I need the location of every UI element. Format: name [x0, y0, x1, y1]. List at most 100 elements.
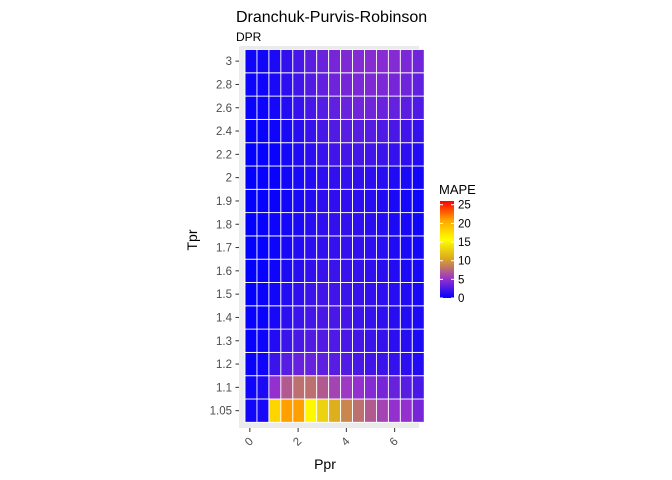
heatmap-tile — [268, 305, 282, 330]
heatmap-tile — [399, 188, 413, 214]
legend-tick-label: 0 — [458, 293, 464, 305]
legend-tick-label: 5 — [458, 274, 464, 286]
heatmap-tile — [352, 212, 365, 237]
heatmap-tile — [376, 72, 389, 97]
heatmap-tile — [399, 142, 413, 167]
heatmap-tile — [256, 328, 270, 353]
heatmap-tile — [268, 258, 282, 283]
heatmap-tile — [328, 118, 342, 144]
y-tick-label: 2.6 — [216, 103, 232, 115]
heatmap-tile — [328, 328, 342, 353]
heatmap-tile — [399, 398, 413, 423]
heatmap-tile — [268, 118, 282, 144]
heatmap-tile — [340, 235, 354, 260]
heatmap-tile — [256, 351, 270, 377]
heatmap-tile — [364, 118, 377, 144]
heatmap-tile — [268, 398, 282, 423]
heatmap-tile — [340, 72, 354, 97]
heatmap-tile — [376, 235, 389, 260]
heatmap-tile — [387, 235, 401, 260]
heatmap-tile — [411, 118, 425, 144]
y-axis: 1.05 1.1 1.2 1.3 1.4 1.5 1.6 1.7 1.8 1.9 2 2.2 2.4 2.… — [210, 56, 239, 418]
heatmap-tile — [411, 165, 425, 190]
heatmap-tile — [268, 49, 282, 74]
heatmap-tile — [304, 49, 318, 74]
heatmap-tile — [340, 49, 354, 74]
y-tick-label: 2.8 — [216, 79, 232, 91]
chart-title: Dranchuk-Purvis-Robinson — [236, 9, 427, 26]
heatmap-tile — [352, 375, 365, 400]
x-tick-label: 0 — [243, 436, 256, 449]
heatmap-tile — [304, 235, 318, 260]
heatmap-tile — [292, 72, 306, 97]
y-tick-label: 1.05 — [210, 406, 232, 418]
y-tick-label: 1.8 — [216, 219, 232, 231]
heatmap-tile — [280, 328, 294, 353]
heatmap-tile — [280, 398, 294, 423]
heatmap-tile — [411, 398, 425, 423]
heatmap-tile — [292, 49, 306, 74]
heatmap-tile — [280, 351, 294, 377]
heatmap-tile — [316, 188, 330, 214]
x-tick-label: 2 — [291, 436, 304, 449]
heatmap-tile — [244, 49, 258, 74]
heatmap-tile — [292, 212, 306, 237]
heatmap-tile — [411, 188, 425, 214]
heatmap-tile — [316, 49, 330, 74]
heatmap-tile — [280, 305, 294, 330]
heatmap-tile — [244, 212, 258, 237]
heatmap-tile — [304, 258, 318, 283]
heatmap-tile — [316, 398, 330, 423]
y-tick-label: 1.1 — [216, 382, 232, 394]
legend-tick-label: 15 — [458, 237, 471, 249]
legend-tick-label: 25 — [458, 200, 471, 212]
heatmap-tile — [244, 398, 258, 423]
legend-title: MAPE — [439, 182, 476, 197]
heatmap-tile — [292, 188, 306, 214]
heatmap-tile — [268, 188, 282, 214]
legend-ticks: 0 5 10 15 20 25 — [440, 200, 471, 305]
heatmap-tile — [292, 375, 306, 400]
heatmap-tile — [352, 328, 365, 353]
heatmap-tile — [399, 328, 413, 353]
heatmap-tile — [280, 375, 294, 400]
heatmap-tile — [399, 95, 413, 120]
heatmap-tile — [280, 95, 294, 120]
heatmap-tile — [411, 142, 425, 167]
heatmap-tile — [256, 212, 270, 237]
heatmap-tile — [280, 212, 294, 237]
heatmap-tile — [328, 95, 342, 120]
heatmap-tile — [280, 258, 294, 283]
heatmap-tile — [292, 351, 306, 377]
heatmap-tile — [376, 142, 389, 167]
heatmap-tile — [387, 165, 401, 190]
heatmap-tile — [399, 118, 413, 144]
y-tick-label: 2 — [226, 173, 232, 185]
heatmap-tile — [292, 165, 306, 190]
heatmap-tile — [244, 142, 258, 167]
heatmap-tile — [399, 212, 413, 237]
heatmap-tile — [376, 258, 389, 283]
heatmap-tile — [376, 282, 389, 307]
heatmap-tile — [399, 305, 413, 330]
heatmap-tile — [411, 258, 425, 283]
heatmap-tile — [244, 72, 258, 97]
heatmap-tile — [340, 305, 354, 330]
heatmap-tile — [387, 351, 401, 377]
heatmap-tile — [304, 118, 318, 144]
heatmap-tile — [292, 282, 306, 307]
heatmap-tile — [387, 95, 401, 120]
heatmap-tile — [352, 398, 365, 423]
heatmap-tile — [316, 351, 330, 377]
heatmap-tile — [411, 95, 425, 120]
y-axis-label: Tpr — [184, 229, 200, 250]
x-axis: 0 2 4 6 — [243, 428, 401, 449]
heatmap-tile — [256, 72, 270, 97]
heatmap-tile — [352, 118, 365, 144]
heatmap-tiles — [244, 49, 425, 423]
heatmap-tile — [340, 398, 354, 423]
heatmap-tile — [268, 212, 282, 237]
heatmap-tile — [387, 258, 401, 283]
heatmap-tile — [352, 188, 365, 214]
heatmap-tile — [304, 188, 318, 214]
